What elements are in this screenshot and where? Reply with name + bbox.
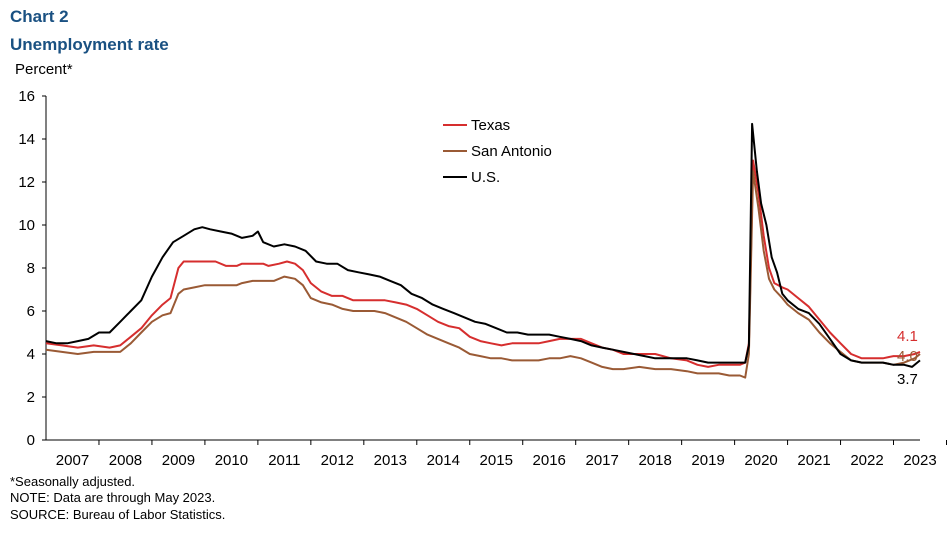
source-text: SOURCE: Bureau of Labor Statistics. [10,507,226,522]
y-tick-label: 4 [27,346,35,363]
series-lines [45,122,921,379]
x-tick-label: 2010 [215,452,248,469]
x-tick-label: 2013 [374,452,407,469]
legend-label-us: U.S. [471,169,500,186]
end-label-san_antonio: 4.0 [897,348,918,365]
x-tick-label: 2012 [321,452,354,469]
legend: Texas San Antonio U.S. [443,117,552,186]
x-tick-label: 2017 [585,452,618,469]
series-line-us [45,122,921,368]
x-tick-label: 2011 [268,452,300,469]
series-line-texas [45,159,921,368]
series-line-san_antonio [45,170,921,379]
x-tick-label: 2008 [109,452,142,469]
y-tick-label: 0 [27,432,35,449]
x-tick-label: 2014 [427,452,460,469]
x-tick-label: 2022 [850,452,883,469]
y-tick-label: 16 [18,88,35,105]
x-tick-label: 2021 [797,452,830,469]
y-tick-label: 6 [27,303,35,320]
y-tick-label: 14 [18,131,35,148]
end-labels: 4.1 4.0 3.7 [897,328,918,388]
x-tick-label: 2018 [638,452,671,469]
y-tick-label: 2 [27,389,35,406]
chart-number: Chart 2 [10,7,69,26]
y-tick-label: 8 [27,260,35,277]
x-tick-label: 2016 [533,452,566,469]
x-tick-label: 2007 [56,452,89,469]
legend-label-texas: Texas [471,117,510,134]
end-label-texas: 4.1 [897,328,918,345]
y-tick-label: 12 [18,174,35,191]
x-tick-label: 2015 [480,452,513,469]
x-tick-label: 2020 [744,452,777,469]
axes: 0 2 4 6 8 10 12 14 16 2007 2008 2009 2010 2011 2012 201… [18,88,947,469]
legend-label-san_antonio: San Antonio [471,143,552,160]
footnote-text: *Seasonally adjusted. [10,474,136,489]
note-text: NOTE: Data are through May 2023. [10,490,216,505]
y-axis-label: Percent* [15,61,73,78]
x-tick-label: 2019 [691,452,724,469]
x-tick-label: 2023 [903,452,936,469]
y-tick-label: 10 [18,217,35,234]
chart-subtitle: Unemployment rate [10,35,169,54]
end-label-us: 3.7 [897,371,918,388]
x-tick-label: 2009 [162,452,195,469]
